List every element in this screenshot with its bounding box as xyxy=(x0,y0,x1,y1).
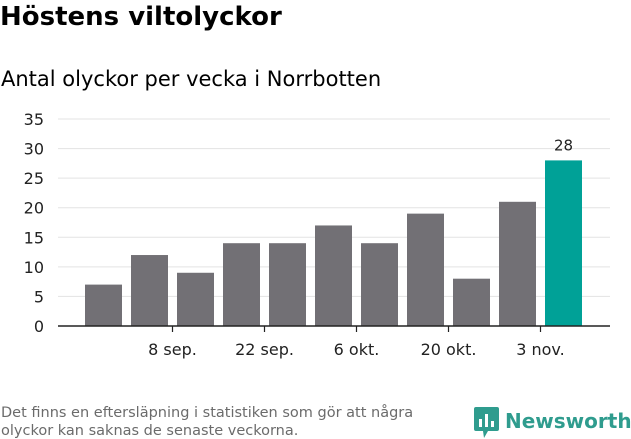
newsworthy-chart-icon xyxy=(474,407,499,438)
x-tick-label: 8 sep. xyxy=(148,340,197,359)
x-tick-label: 22 sep. xyxy=(235,340,294,359)
bar-chart: 0 5 10 15 20 25 30 35 28 8 sep. 22 sep. 6 okt. 20 ok… xyxy=(24,110,610,359)
newsworthy-logo: Newsworthy xyxy=(474,407,631,439)
bar xyxy=(407,213,444,326)
bar xyxy=(545,160,582,326)
bar xyxy=(499,201,536,326)
bar xyxy=(131,255,168,326)
bar xyxy=(177,272,214,326)
y-tick-label: 5 xyxy=(34,287,44,306)
y-tick-label: 15 xyxy=(24,228,44,247)
chart-subtitle: Antal olyckor per vecka i Norrbotten xyxy=(1,67,382,91)
y-tick-label: 20 xyxy=(24,199,44,218)
chart-title: Höstens viltolyckor xyxy=(0,2,282,32)
y-tick-label: 35 xyxy=(24,110,44,129)
bar xyxy=(315,225,352,326)
bar xyxy=(223,243,260,326)
x-tick-label: 20 okt. xyxy=(421,340,477,359)
y-tick-label: 30 xyxy=(24,140,44,159)
bar xyxy=(85,284,122,326)
footnote: Det finns en eftersläpning i statistiken… xyxy=(1,405,414,439)
data-label: 28 xyxy=(554,136,573,154)
x-tick-label: 6 okt. xyxy=(334,340,380,359)
brand-name: Newsworthy xyxy=(505,409,631,433)
y-tick-label: 25 xyxy=(24,169,44,188)
bar xyxy=(453,278,490,326)
bar xyxy=(361,243,398,326)
bar xyxy=(269,243,306,326)
y-tick-label: 0 xyxy=(34,317,44,336)
y-tick-label: 10 xyxy=(24,258,44,277)
x-tick-label: 3 nov. xyxy=(516,340,565,359)
